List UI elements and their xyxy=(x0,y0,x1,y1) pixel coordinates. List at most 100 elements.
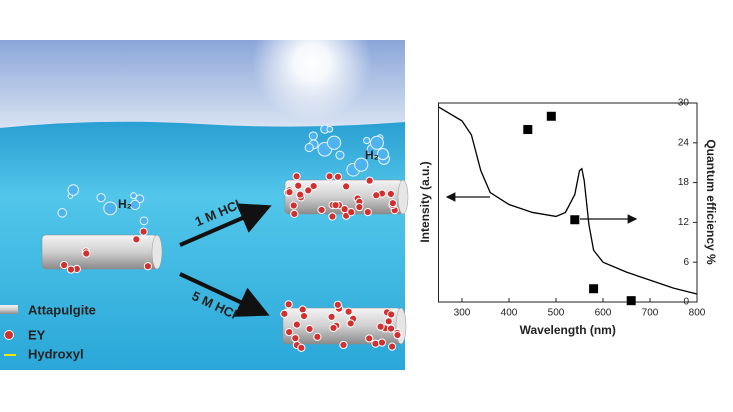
ey-dot xyxy=(384,317,393,326)
qe-point xyxy=(523,125,533,135)
ey-dot xyxy=(143,262,153,271)
ey-dot xyxy=(304,186,313,195)
ey-dot xyxy=(305,324,314,334)
y2-axis-label: Quantum efficiency % xyxy=(704,139,718,265)
x-tick-label: 300 xyxy=(454,308,471,319)
bubble xyxy=(308,131,318,141)
x-axis-label: Wavelength (nm) xyxy=(520,323,616,337)
ey-dot xyxy=(372,191,381,200)
bubble xyxy=(57,208,68,218)
ey-dot xyxy=(285,188,294,197)
ey-dot xyxy=(377,338,387,347)
ey-dot xyxy=(333,300,342,309)
ey-dot xyxy=(342,182,351,191)
y2-tick-label: 30 xyxy=(678,98,690,109)
rod-end xyxy=(151,234,163,270)
bubble xyxy=(354,157,369,172)
ey-dot xyxy=(280,309,289,318)
ey-dot xyxy=(132,235,141,244)
legend-label: Hydroxyl xyxy=(28,346,84,361)
ey-dot xyxy=(292,320,301,329)
bubble xyxy=(363,136,371,145)
ey-dot xyxy=(333,172,343,181)
bubble xyxy=(130,192,137,200)
ey-dot xyxy=(285,327,294,337)
ey-dot xyxy=(376,322,385,331)
ey-dot xyxy=(371,339,380,348)
y2-tick-label: 6 xyxy=(683,257,689,268)
bubble xyxy=(129,199,141,211)
ey-dot xyxy=(355,202,364,212)
legend-rod xyxy=(0,305,18,314)
ey-dot xyxy=(363,208,372,217)
ey-dot xyxy=(365,176,374,185)
ey-dot xyxy=(388,342,397,351)
x-tick-label: 600 xyxy=(595,308,612,319)
ey-dot xyxy=(340,205,349,214)
x-tick-label: 400 xyxy=(501,308,518,319)
bubble xyxy=(139,216,149,226)
ey-dot xyxy=(328,212,337,221)
ey-dot xyxy=(386,189,395,199)
bubble xyxy=(369,135,384,150)
ey-dot xyxy=(386,324,396,333)
ey-dot xyxy=(289,201,298,210)
bubble xyxy=(103,201,118,216)
y2-tick-label: 0 xyxy=(683,297,689,308)
x-tick-label: 700 xyxy=(642,308,659,319)
ey-dot xyxy=(313,332,322,341)
plot-frame xyxy=(438,102,698,303)
intensity-line xyxy=(438,106,698,295)
ey-dot xyxy=(331,201,340,210)
ey-dot xyxy=(296,190,305,199)
ey-dot xyxy=(292,172,301,181)
h2-label: H₂ xyxy=(118,197,132,211)
bubble xyxy=(326,135,342,150)
sun xyxy=(252,2,372,122)
y2-tick-label: 18 xyxy=(678,177,690,188)
bubble xyxy=(376,148,389,161)
ey-dot xyxy=(294,181,303,190)
ey-dot xyxy=(82,249,91,258)
bubble xyxy=(96,193,106,203)
qe-point xyxy=(546,111,556,121)
ey-dot xyxy=(344,307,353,316)
ey-dot xyxy=(284,300,293,309)
ey-dot xyxy=(59,260,69,270)
qe-point xyxy=(589,284,599,294)
rod-end xyxy=(397,179,409,215)
ey-dot xyxy=(329,323,338,333)
ey-dot xyxy=(290,209,299,219)
qe-point xyxy=(626,296,636,306)
legend-dot xyxy=(4,330,14,340)
ey-dot xyxy=(327,312,336,321)
ey-dot xyxy=(387,310,396,319)
ey-dot xyxy=(66,265,76,274)
legend-label: EY xyxy=(28,327,46,342)
ey-dot xyxy=(291,334,300,343)
y2-tick-label: 12 xyxy=(678,217,690,228)
illustration: 1 M HCl 5 M HCl H₂ H₂ Attapulgite EY Hyd… xyxy=(0,2,409,370)
ey-dot xyxy=(317,205,326,215)
legend-label: Attapulgite xyxy=(28,302,96,317)
x-tick-label: 800 xyxy=(689,308,706,319)
ey-dot xyxy=(299,311,309,321)
bubble xyxy=(304,142,314,153)
ey-dot xyxy=(393,330,402,340)
y-axis-label: Intensity (a.u.) xyxy=(418,161,432,242)
ey-dot xyxy=(339,340,348,350)
ey-dot xyxy=(297,343,306,352)
bubble xyxy=(326,125,334,133)
y2-tick-label: 24 xyxy=(678,137,690,148)
ey-dot xyxy=(347,208,356,217)
h2-label: H₂ xyxy=(365,148,379,162)
arrow xyxy=(179,272,270,317)
ey-dot xyxy=(346,319,355,328)
bubble xyxy=(67,184,80,196)
qe-point xyxy=(570,215,580,225)
ey-dot xyxy=(365,334,374,343)
ey-dot xyxy=(325,172,334,181)
